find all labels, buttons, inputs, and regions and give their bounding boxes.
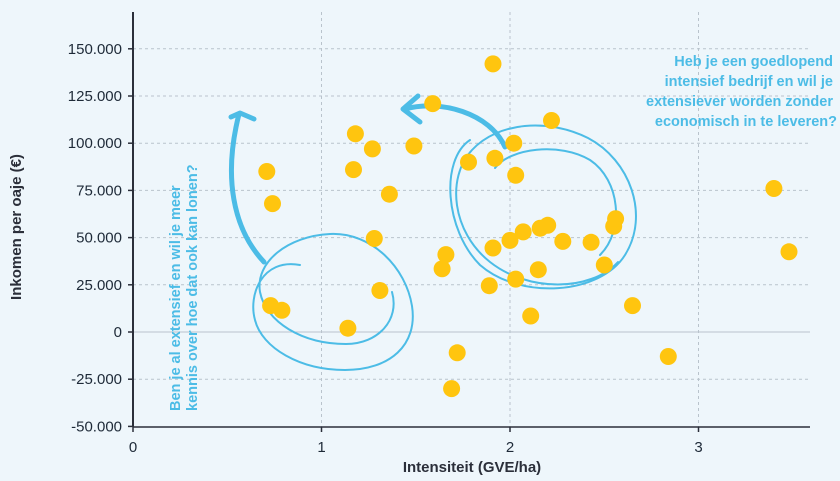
data-point — [365, 230, 383, 247]
data-point — [765, 180, 783, 197]
data-point — [363, 140, 381, 158]
data-point — [554, 232, 572, 250]
data-point — [595, 256, 613, 274]
point-layer — [258, 55, 798, 398]
annotation-right-line-2: intensief bedrijf en wil je — [665, 74, 833, 90]
label-layer: Intensiteit (GVE/ha) Inkomen per oaje (€… — [8, 54, 837, 476]
y-tick-label: -25.000 — [71, 371, 122, 388]
left-circle-scribble — [252, 232, 414, 372]
data-point — [780, 243, 798, 261]
data-point — [346, 125, 364, 143]
data-point — [529, 261, 547, 279]
annotation-right-line-3: extensiever worden zonder — [646, 94, 833, 110]
left-arrow-head — [228, 110, 257, 122]
annotation-left-line-1: Ben je al extensief en wil je meer — [168, 185, 184, 411]
y-tick-label: 150.000 — [68, 41, 122, 58]
data-point — [480, 277, 498, 295]
y-tick-label: -50.000 — [71, 418, 122, 435]
data-point — [582, 233, 600, 251]
data-point — [371, 282, 389, 299]
y-tick-label: 125.000 — [68, 88, 122, 105]
data-point — [505, 134, 523, 152]
data-point — [659, 348, 677, 365]
decor-layer — [228, 93, 637, 372]
x-tick-label: 0 — [129, 439, 137, 456]
data-point — [273, 301, 291, 319]
data-point — [339, 319, 357, 337]
y-axis-title: Inkomen per oaje (€) — [8, 154, 25, 300]
data-point — [624, 297, 641, 315]
data-point — [448, 344, 466, 362]
x-tick-label: 3 — [694, 439, 702, 456]
data-point — [443, 380, 461, 398]
data-point — [405, 137, 423, 155]
y-tick-label: 75.000 — [76, 182, 122, 199]
data-point — [433, 260, 451, 278]
data-point — [460, 153, 477, 171]
data-point — [424, 95, 442, 113]
data-point — [539, 216, 557, 234]
upper-arrow-head — [400, 93, 423, 125]
right-circle-scribble — [449, 124, 637, 290]
data-point — [484, 55, 502, 73]
upper-arrow — [402, 103, 508, 150]
data-point — [507, 166, 525, 184]
y-tick-label: 25.000 — [76, 277, 122, 294]
data-point — [258, 163, 276, 180]
data-point — [507, 270, 525, 288]
data-point — [486, 149, 504, 167]
y-tick-label: 50.000 — [76, 230, 122, 247]
y-tick-label: 100.000 — [68, 135, 122, 152]
data-point — [380, 185, 398, 203]
data-point — [522, 307, 540, 325]
axis-layer — [132, 12, 810, 428]
annotation-right: Heb je een goedlopend intensief bedrijf … — [646, 54, 837, 130]
annotation-right-line-1: Heb je een goedlopend — [674, 54, 833, 70]
annotation-right-line-4: economisch in te leveren? — [655, 114, 837, 130]
tick-layer: -50.000 -25.000 0 25.000 50.000 75.000 100.000… — [68, 41, 703, 456]
annotation-left: Ben je al extensief en wil je meer kenni… — [168, 164, 201, 411]
data-point — [514, 223, 532, 241]
annotation-left-line-2: kennis over hoe dat ook kan lonen? — [185, 164, 201, 411]
data-point — [607, 210, 625, 228]
left-arrow — [228, 111, 267, 265]
grid-layer — [133, 12, 810, 427]
data-point — [264, 195, 281, 213]
data-point — [543, 112, 560, 129]
data-point — [345, 161, 362, 179]
data-point — [437, 246, 455, 264]
x-tick-label: 2 — [506, 439, 514, 456]
x-tick-label: 1 — [317, 439, 325, 456]
x-axis-title: Intensiteit (GVE/ha) — [403, 459, 541, 476]
y-tick-label: 0 — [114, 324, 122, 341]
data-point — [501, 231, 519, 249]
data-point — [484, 239, 502, 257]
